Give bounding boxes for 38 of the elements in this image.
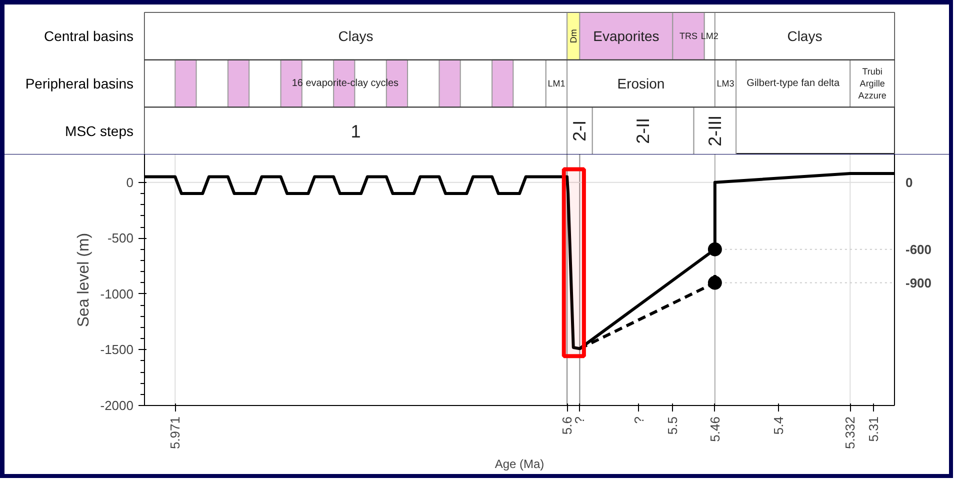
x-tick-label: 5.31 <box>866 416 881 442</box>
annotation: Evaporites <box>593 28 660 44</box>
y-tick-label: Peripheral basins <box>25 76 134 92</box>
annotation: LM3 <box>716 78 734 88</box>
y2-tick-label: -900 <box>906 275 932 290</box>
x-tick-label: 5.6 <box>560 416 575 435</box>
annotation: LM1 <box>548 78 566 88</box>
y2-tick-label: 0 <box>906 174 913 190</box>
annotation: Dm <box>568 29 578 44</box>
annotation: 16 evaporite-clay cycles <box>292 78 399 89</box>
x-tick-label: 5.5 <box>665 416 680 435</box>
annotation: TRS <box>680 31 698 42</box>
annotation: 2-I <box>570 120 590 142</box>
y2-tick-label: -600 <box>906 242 932 257</box>
annotation: Erosion <box>617 76 665 92</box>
x-tick-label: 5.46 <box>707 416 722 442</box>
y-tick-label: MSC steps <box>65 122 134 139</box>
annotation: LM2 <box>700 31 718 42</box>
annotation: Trubi Argille Azzure <box>858 66 886 100</box>
y-axis-title: Sea level (m) <box>75 232 92 328</box>
y-tick-label: -1500 <box>100 342 134 358</box>
y-tick-label: 0 <box>126 174 134 190</box>
x-tick-label: ? <box>631 416 646 424</box>
y-tick-label: -500 <box>107 230 134 246</box>
y-tick-label: Central basins <box>44 28 134 44</box>
x-tick-label: 5.971 <box>168 416 183 450</box>
annotation: Gilbert-type fan delta <box>746 78 840 89</box>
annotation: Clays <box>787 28 822 44</box>
y-tick-label: -1000 <box>100 286 134 302</box>
x-tick-label: 5.4 <box>770 416 786 435</box>
annotation: Clays <box>338 28 374 44</box>
y-tick-label: -2000 <box>100 398 134 413</box>
x-tick-label: 5.332 <box>842 416 858 450</box>
annotation: 2-III <box>704 115 725 146</box>
annotation: 2-II <box>633 118 654 144</box>
x-axis-title: Age (Ma) <box>494 457 544 472</box>
x-tick-label: ? <box>572 416 588 424</box>
annotation: 1 <box>350 121 361 142</box>
